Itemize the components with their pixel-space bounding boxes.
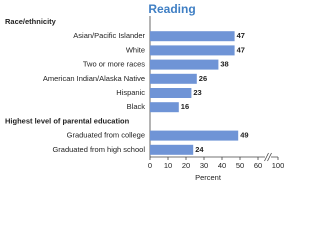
bar [150,102,179,113]
y-tick-label: Graduated from high school [52,145,145,154]
bar [150,130,239,141]
y-tick-label: Two or more races [83,60,145,69]
data-label: 26 [199,74,207,83]
x-tick-label: 60 [254,161,262,170]
data-label: 38 [220,60,228,69]
group-header: Highest level of parental education [5,116,130,125]
group-header: Race/ethnicity [5,17,57,26]
x-tick-label: 30 [200,161,208,170]
bar [150,59,219,70]
data-label: 47 [237,45,245,54]
bar [150,144,194,155]
y-tick-label: American Indian/Alaska Native [43,74,145,83]
y-tick-label: Asian/Pacific Islander [73,31,145,40]
x-tick-label: 0 [148,161,152,170]
bar [150,31,235,42]
data-label: 24 [195,145,204,154]
data-label: 47 [237,31,245,40]
data-label: 16 [181,102,189,111]
data-label: 49 [240,131,248,140]
bar [150,45,235,56]
chart-title: Reading [148,2,195,16]
axis-break-gap [265,153,271,161]
x-axis-label: Percent [195,173,222,182]
chart: Reading Percent 0 10 20 30 40 50 60 100 Race/eth… [5,2,285,182]
y-tick-label: Hispanic [116,88,145,97]
axis-break [264,152,269,162]
x-tick-label: 20 [182,161,190,170]
axis-break [267,152,272,162]
y-tick-label: White [126,45,145,54]
y-tick-label: Graduated from college [67,131,145,140]
x-tick-label: 50 [236,161,244,170]
page: Reading Percent 0 10 20 30 40 50 60 100 Race/eth… [5,2,285,182]
x-tick-label: 100 [272,161,285,170]
data-label: 23 [193,88,201,97]
y-tick-label: Black [127,102,146,111]
bar [150,88,192,98]
bar [150,73,197,84]
x-tick-label: 40 [218,161,226,170]
x-tick-label: 10 [164,161,172,170]
